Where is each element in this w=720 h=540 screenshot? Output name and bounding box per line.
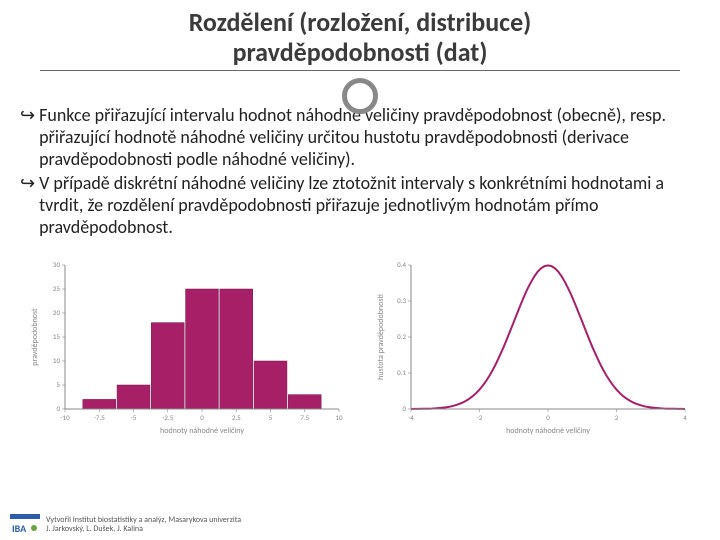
svg-text:10: 10 bbox=[53, 356, 61, 365]
histogram-chart: 0 5 10 15 20 25 30 -10 -7.5 -5 -2.5 0 2.5 5 7.5 10 hodno… bbox=[27, 257, 347, 437]
circle-decoration bbox=[342, 78, 378, 114]
svg-text:30: 30 bbox=[53, 260, 61, 269]
title-divider bbox=[40, 70, 680, 71]
svg-text:0.3: 0.3 bbox=[397, 296, 406, 305]
svg-text:25: 25 bbox=[53, 284, 61, 293]
svg-text:0.4: 0.4 bbox=[397, 260, 406, 269]
svg-text:-4: -4 bbox=[408, 413, 414, 422]
bullet-text: V případě diskrétní náhodné veličiny lze… bbox=[39, 173, 700, 239]
svg-text:-5: -5 bbox=[131, 413, 137, 422]
svg-text:0: 0 bbox=[546, 413, 550, 422]
svg-text:0: 0 bbox=[56, 404, 60, 413]
svg-text:0.1: 0.1 bbox=[397, 368, 406, 377]
footer: IBA Vytvořil Institut biostatistiky a an… bbox=[10, 514, 241, 536]
svg-text:-2: -2 bbox=[477, 413, 483, 422]
density-chart: 0 0.1 0.2 0.3 0.4 -4 -2 0 2 4 hodnoty náhodné veli… bbox=[373, 257, 693, 437]
svg-text:-10: -10 bbox=[60, 413, 70, 422]
svg-text:10: 10 bbox=[335, 413, 343, 422]
svg-text:-2.5: -2.5 bbox=[162, 413, 173, 422]
footer-line2: J. Jarkovský, L. Dušek, J. Kalina bbox=[46, 525, 241, 534]
bullet-icon: ↪ bbox=[20, 105, 35, 171]
svg-text:15: 15 bbox=[53, 332, 61, 341]
slide-title-line2: pravděpodobnosti (dat) bbox=[40, 38, 680, 68]
iba-logo: IBA bbox=[10, 514, 40, 536]
svg-text:hodnoty náhodné veličiny: hodnoty náhodné veličiny bbox=[506, 426, 590, 436]
svg-text:5: 5 bbox=[56, 380, 60, 389]
slide-title-line1: Rozdělení (rozložení, distribuce) bbox=[40, 8, 680, 38]
svg-text:pravděpodobnost: pravděpodobnost bbox=[30, 307, 40, 365]
title-area: Rozdělení (rozložení, distribuce) pravdě… bbox=[0, 0, 720, 75]
svg-text:2.5: 2.5 bbox=[232, 413, 241, 422]
svg-text:0.2: 0.2 bbox=[397, 332, 406, 341]
footer-text: Vytvořil Institut biostatistiky a analýz… bbox=[46, 516, 241, 534]
bullet-item: ↪ V případě diskrétní náhodné veličiny l… bbox=[20, 173, 700, 239]
bullet-icon: ↪ bbox=[20, 173, 35, 239]
svg-text:7.5: 7.5 bbox=[300, 413, 309, 422]
svg-text:2: 2 bbox=[615, 413, 619, 422]
svg-text:hustota pravděpodobnosti: hustota pravděpodobnosti bbox=[376, 293, 386, 379]
bullet-item: ↪ Funkce přiřazující intervalu hodnot ná… bbox=[20, 105, 700, 171]
charts-row: 051015202530-10-7.5-5-2.502.557.510hodno… bbox=[0, 247, 720, 437]
svg-text:4: 4 bbox=[683, 413, 687, 422]
svg-text:IBA: IBA bbox=[12, 522, 27, 535]
density-svg: 0 0.1 0.2 0.3 0.4 -4 -2 0 2 4 hodnoty náhodné veli… bbox=[373, 257, 693, 437]
svg-text:20: 20 bbox=[53, 308, 61, 317]
svg-text:-7.5: -7.5 bbox=[94, 413, 105, 422]
svg-text:0: 0 bbox=[200, 413, 204, 422]
svg-text:5: 5 bbox=[269, 413, 273, 422]
histogram-svg: 0 5 10 15 20 25 30 -10 -7.5 -5 -2.5 0 2.5 5 7.5 10 hodno… bbox=[27, 257, 347, 437]
bullet-text: Funkce přiřazující intervalu hodnot náho… bbox=[39, 105, 700, 171]
svg-text:0: 0 bbox=[402, 404, 406, 413]
svg-text:hodnoty náhodné veličiny: hodnoty náhodné veličiny bbox=[160, 426, 244, 436]
